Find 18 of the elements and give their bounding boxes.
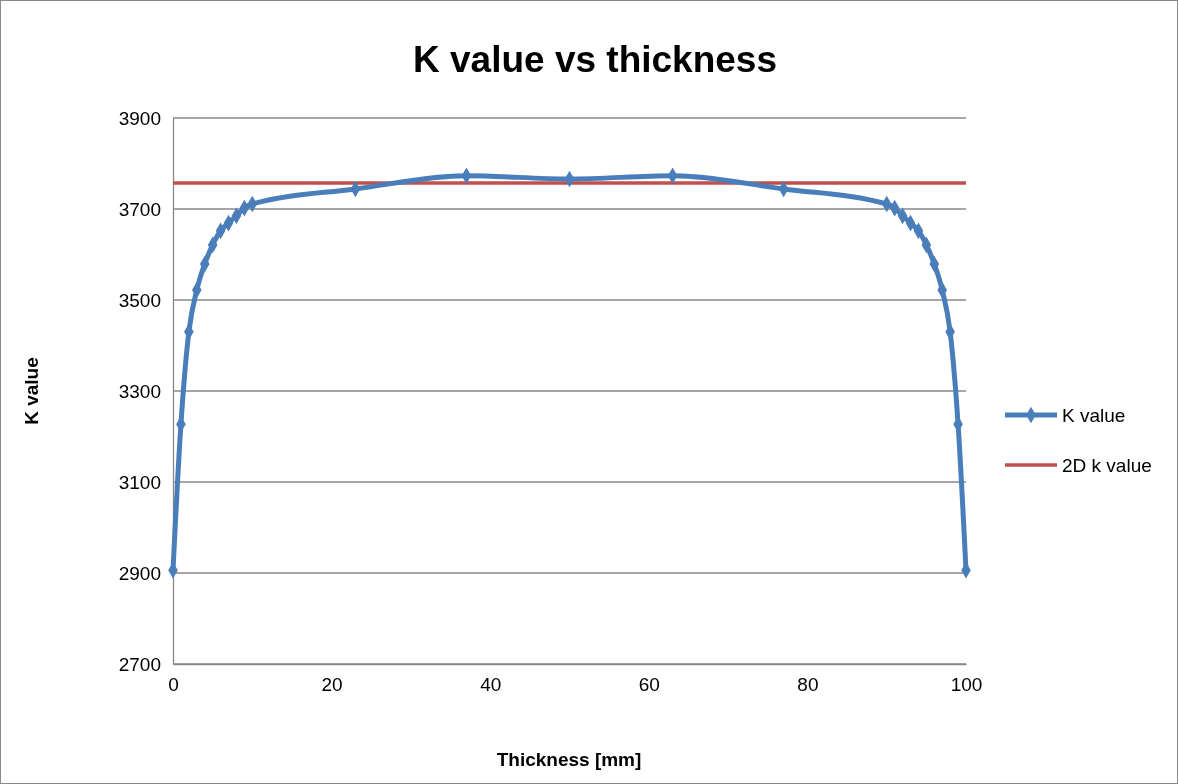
- x-tick-label: 20: [321, 674, 343, 696]
- y-tick-label: 2700: [118, 653, 161, 675]
- legend-label: K value: [1062, 405, 1126, 426]
- x-tick-label: 40: [480, 674, 502, 696]
- y-tick-label: 3300: [118, 380, 161, 402]
- y-tick-label: 3700: [118, 198, 161, 220]
- y-tick-label: 3100: [118, 471, 161, 493]
- x-tick-label: 60: [638, 674, 660, 696]
- x-tick-label: 80: [797, 674, 819, 696]
- y-tick-label: 3500: [118, 289, 161, 311]
- y-tick-label: 3900: [118, 107, 161, 129]
- legend-label: 2D k value: [1062, 455, 1152, 476]
- x-tick-label: 0: [168, 674, 179, 696]
- y-axis-title: K value: [21, 357, 42, 425]
- x-tick-label: 100: [950, 674, 983, 696]
- y-tick-label: 2900: [118, 562, 161, 584]
- chart-title: K value vs thickness: [412, 39, 778, 80]
- x-axis-title: Thickness [mm]: [496, 749, 642, 770]
